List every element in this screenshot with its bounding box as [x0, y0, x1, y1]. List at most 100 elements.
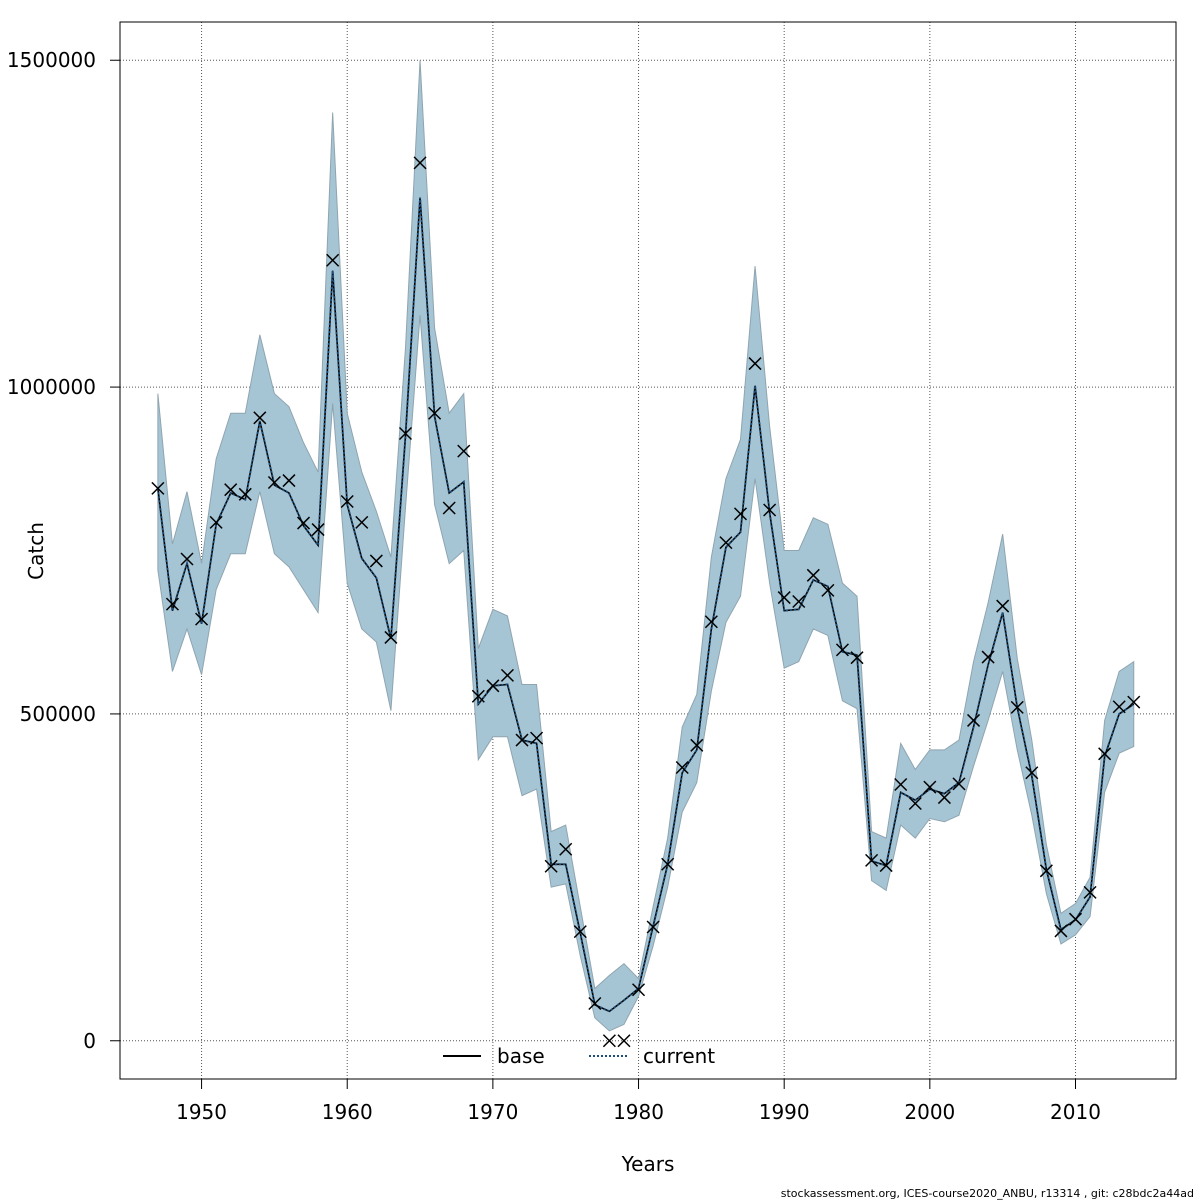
marker-stroke	[413, 156, 427, 170]
observed-point	[763, 503, 777, 517]
marker-stroke	[195, 612, 209, 626]
footer-credit: stockassessment.org, ICES-course2020_ANB…	[781, 1187, 1194, 1200]
marker-stroke	[544, 859, 558, 873]
marker-stroke	[398, 426, 413, 441]
observed-point	[340, 494, 354, 509]
marker-stroke	[500, 668, 514, 682]
marker-stroke	[850, 651, 864, 665]
marker-stroke	[1010, 700, 1024, 714]
marker-stroke	[937, 791, 951, 805]
observed-point	[428, 406, 442, 420]
observed-point	[559, 842, 573, 856]
observed-point	[326, 253, 340, 267]
marker-stroke	[253, 411, 267, 425]
observed-point	[1068, 912, 1083, 926]
marker-stroke	[515, 733, 529, 747]
observed-point	[602, 1034, 616, 1048]
observed-point	[1010, 700, 1024, 714]
x-tick-label: 1960	[322, 1100, 373, 1124]
y-tick-label: 0	[83, 1029, 96, 1053]
marker-stroke	[1127, 695, 1141, 709]
x-axis-title: Years	[621, 1152, 675, 1176]
observed-point	[981, 650, 995, 664]
observed-point	[398, 426, 413, 441]
observed-point	[777, 591, 791, 605]
x-tick-label: 1950	[176, 1100, 227, 1124]
observed-point	[588, 996, 602, 1011]
observed-point	[457, 444, 471, 458]
marker-stroke	[617, 1034, 631, 1048]
marker-stroke	[209, 515, 223, 529]
marker-stroke	[981, 650, 995, 664]
marker-stroke	[733, 507, 748, 521]
marker-stroke	[1083, 885, 1097, 899]
legend: base current	[443, 1044, 715, 1068]
marker-stroke	[704, 615, 718, 629]
marker-stroke	[632, 983, 646, 997]
observed-point	[879, 859, 893, 873]
marker-stroke	[224, 483, 238, 497]
marker-stroke	[180, 552, 194, 566]
observed-point	[1127, 695, 1141, 709]
marker-stroke	[865, 853, 879, 867]
marker-stroke	[1068, 912, 1083, 926]
observed-point	[908, 796, 922, 811]
marker-stroke	[923, 780, 937, 794]
marker-stroke	[821, 583, 835, 597]
confidence-band	[157, 60, 1135, 1032]
observed-point	[1112, 700, 1126, 714]
observed-point	[661, 857, 675, 871]
observed-point	[209, 515, 223, 529]
x-tick-label: 1970	[467, 1100, 518, 1124]
observed-point	[1098, 747, 1112, 761]
marker-stroke	[835, 643, 849, 657]
observed-point	[996, 599, 1010, 613]
observed-point	[355, 515, 369, 529]
observed-point	[821, 583, 835, 597]
observed-point	[632, 983, 646, 997]
observed-point	[806, 568, 820, 582]
marker-stroke	[311, 523, 325, 537]
y-tick-label: 500000	[20, 702, 96, 726]
observed-point	[952, 777, 966, 791]
x-axis: 1950 1960 1970 1980 1990 2000 2010	[176, 1079, 1101, 1124]
observed-point	[690, 738, 704, 752]
observed-markers	[151, 156, 1141, 1048]
observed-point	[719, 536, 733, 550]
x-tick-label: 2010	[1050, 1100, 1101, 1124]
marker-stroke	[442, 501, 456, 515]
observed-point	[617, 1034, 631, 1048]
observed-point	[384, 630, 398, 644]
marker-stroke	[559, 842, 573, 856]
marker-stroke	[777, 591, 791, 605]
marker-stroke	[384, 630, 398, 644]
y-axis: 0 500000 1000000 1500000	[7, 48, 120, 1053]
observed-point	[296, 516, 311, 530]
observed-point	[195, 612, 209, 626]
series-line-current	[156, 197, 1135, 1013]
x-tick-label: 1980	[613, 1100, 664, 1124]
observed-point	[967, 713, 981, 727]
observed-point	[530, 731, 544, 745]
marker-stroke	[428, 406, 442, 420]
observed-point	[238, 487, 252, 501]
observed-point	[165, 597, 179, 611]
observed-point	[471, 689, 485, 703]
observed-point	[311, 523, 325, 537]
observed-point	[733, 507, 748, 521]
observed-point	[500, 668, 514, 682]
observed-point	[253, 411, 267, 425]
marker-stroke	[894, 777, 908, 792]
observed-point	[573, 925, 587, 939]
observed-point	[1083, 885, 1097, 899]
marker-stroke	[530, 731, 544, 745]
marker-stroke	[369, 554, 383, 568]
marker-stroke	[486, 679, 500, 693]
observed-point	[413, 156, 427, 170]
observed-point	[515, 733, 529, 747]
x-tick-label: 2000	[904, 1100, 955, 1124]
marker-stroke	[763, 503, 777, 517]
observed-point	[1025, 766, 1039, 780]
marker-stroke	[296, 516, 311, 530]
